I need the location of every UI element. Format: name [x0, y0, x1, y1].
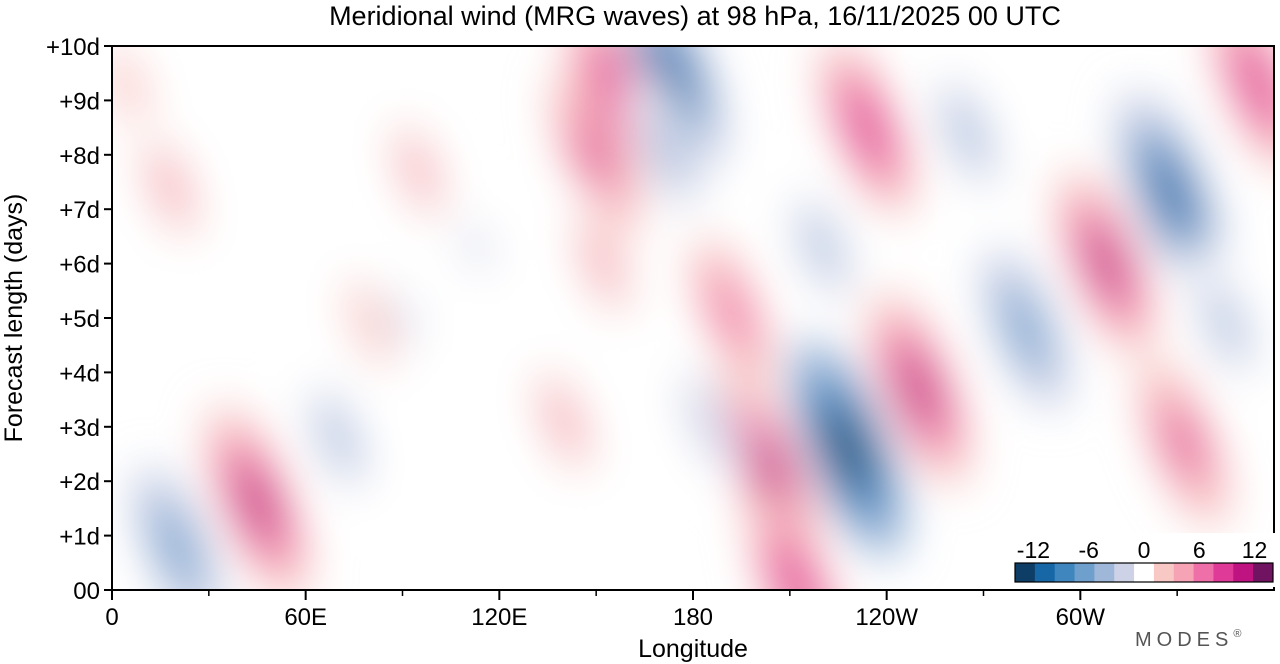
y-tick-label: +4d [59, 360, 100, 387]
colorbar-label: 12 [1242, 537, 1268, 563]
y-tick-label: +10d [46, 34, 100, 61]
colorbar-cell [1054, 563, 1076, 582]
contour-blob-26-3 [1149, 152, 1193, 234]
contour-blob-16-3 [746, 431, 788, 510]
colorbar-label: -12 [1017, 537, 1050, 563]
contour-blob-4-3 [322, 408, 354, 467]
y-tick-label: +5d [59, 306, 100, 333]
colorbar-cell [1094, 563, 1115, 582]
y-tick-label: +7d [59, 197, 100, 224]
contour-blob-11-3 [596, 53, 635, 126]
colorbar-cell [1253, 563, 1274, 582]
colorbar-cell [1173, 563, 1195, 582]
x-tick-label: 120E [471, 604, 527, 631]
colorbar-cell [1134, 563, 1155, 582]
colorbar-cell [1233, 563, 1254, 582]
contour-blob-0-3 [114, 63, 142, 116]
contour-blob-29-3 [1239, 48, 1274, 120]
x-tick-label: 0 [105, 604, 118, 631]
x-tick-label: 60W [1056, 604, 1106, 631]
y-tick-label: +2d [59, 469, 100, 496]
contour-blob-21-3 [848, 91, 886, 164]
contour-blob-7-3 [404, 143, 433, 199]
contour-blob-24-3 [1008, 296, 1043, 362]
contour-blob-5-3 [389, 292, 416, 344]
brand-logo: MODES® [1135, 628, 1246, 651]
x-tick-label: 180 [673, 604, 713, 631]
y-tick-label: +8d [59, 143, 100, 170]
colorbar-cell [1193, 563, 1214, 582]
y-axis-label: Forecast length (days) [0, 194, 28, 443]
contour-blob-2-3 [159, 514, 194, 579]
y-tick-label: 00 [73, 578, 100, 605]
contour-blob-17-3 [694, 394, 724, 449]
contour-field [112, 46, 1274, 590]
colorbar-cell [1153, 563, 1175, 582]
colorbar: -12 -6 0 6 12 [1011, 533, 1277, 587]
contour-blob-25-3 [1086, 226, 1126, 302]
contour-blob-1-3 [155, 158, 186, 217]
colorbar-cell [1015, 563, 1036, 582]
x-axis-label: Longitude [638, 635, 748, 663]
contour-blob-27-3 [1165, 409, 1202, 478]
contour-blob-12-3 [587, 234, 618, 293]
contour-blob-20-3 [824, 404, 872, 493]
contour-blob-10-3 [578, 120, 614, 189]
contour-blob-28-3 [1210, 294, 1241, 353]
contour-blob-19-3 [807, 218, 838, 277]
contour-blob-14-3 [651, 124, 684, 186]
contour-blob-9-3 [548, 392, 579, 451]
x-tick-label: 120W [855, 604, 918, 631]
y-tick-label: +1d [59, 524, 100, 551]
chart-title: Meridional wind (MRG waves) at 98 hPa, 1… [329, 1, 1061, 31]
colorbar-cell [1034, 563, 1056, 582]
y-tick-label: +6d [59, 252, 100, 279]
colorbar-cell [1114, 563, 1135, 582]
colorbar-label: 6 [1193, 537, 1206, 563]
contour-blob-15-3 [715, 281, 748, 344]
colorbar-cell [1074, 563, 1095, 582]
contour-blob-22-3 [898, 349, 940, 428]
x-tick-label: 60E [284, 604, 327, 631]
contour-blob-13-3 [653, 46, 695, 113]
contour-blob-23-3 [951, 102, 984, 164]
contour-blob-8-3 [463, 221, 491, 273]
colorbar-label: -6 [1078, 537, 1098, 563]
contour-blob-18-3 [777, 548, 815, 590]
x-axis: 0 60E 120E 180 120W 60W [105, 590, 1178, 631]
y-tick-label: +3d [59, 415, 100, 442]
contour-blob-6-3 [356, 297, 384, 350]
colorbar-cell [1213, 563, 1234, 582]
colorbar-label: 0 [1138, 537, 1151, 563]
contour-blob-3-3 [236, 463, 278, 543]
y-tick-label: +9d [59, 88, 100, 115]
colorbar-frame [1014, 562, 1274, 583]
y-axis: 00 +1d +2d +3d +4d +5d +6d +7d +8d +9d +10d [46, 34, 112, 605]
